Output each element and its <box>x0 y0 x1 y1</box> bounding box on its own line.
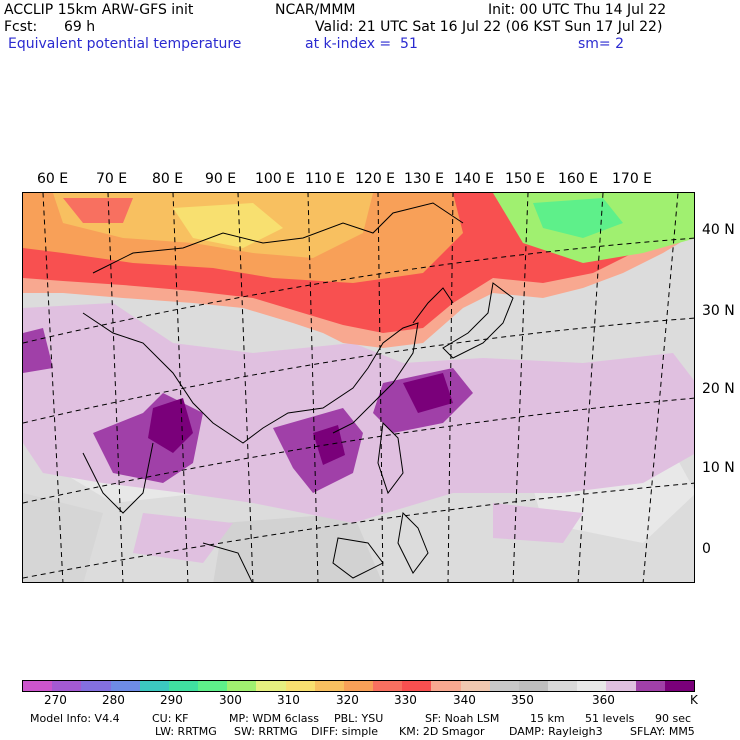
init-time: Init: 00 UTC Thu 14 Jul 22 <box>488 2 667 18</box>
colorbar-segment <box>168 681 199 691</box>
colorbar-segment <box>548 681 578 691</box>
pbl-scheme: PBL: YSU <box>334 712 384 725</box>
colorbar <box>22 680 695 692</box>
colorbar-segment <box>577 681 607 691</box>
colorbar-tick: 270 <box>44 693 67 707</box>
lon-label: 130 E <box>404 171 445 187</box>
colorbar-segment <box>664 681 694 691</box>
model-version: Model Info: V4.4 <box>30 712 120 725</box>
shortwave-scheme: SW: RRTMG <box>234 725 298 738</box>
lon-label: 160 E <box>558 171 599 187</box>
vertical-levels: 51 levels <box>585 712 635 725</box>
colorbar-segment <box>402 681 432 691</box>
colorbar-segment <box>256 681 286 691</box>
smoothing-label: sm= 2 <box>578 36 625 52</box>
diffusion-scheme: DIFF: simple <box>311 725 379 738</box>
colorbar-tick: 320 <box>336 693 359 707</box>
colorbar-segment <box>343 681 374 691</box>
forecast-label: Fcst: <box>4 19 38 35</box>
km-scheme: KM: 2D Smagor <box>399 725 485 738</box>
forecast-hour: 69 h <box>64 19 96 35</box>
colorbar-segment <box>23 681 53 691</box>
lat-label: 10 N <box>702 460 735 476</box>
colorbar-tick: 330 <box>394 693 417 707</box>
colorbar-units: K <box>690 693 698 707</box>
colorbar-segment <box>606 681 636 691</box>
lon-label: 100 E <box>255 171 296 187</box>
colorbar-segment <box>198 681 228 691</box>
lat-label: 0 <box>702 541 711 557</box>
colorbar-segment <box>518 681 549 691</box>
colorbar-tick: 280 <box>102 693 125 707</box>
microphysics-scheme: MP: WDM 6class <box>229 712 319 725</box>
lon-label: 140 E <box>454 171 495 187</box>
colorbar-segment <box>139 681 169 691</box>
colorbar-tick: 310 <box>277 693 300 707</box>
level-label: at k-index = 51 <box>305 36 418 52</box>
lat-label: 40 N <box>702 222 735 238</box>
surface-layer-scheme: SFLAY: MM5 <box>630 725 695 738</box>
surface-scheme: SF: Noah LSM <box>425 712 500 725</box>
lon-label: 150 E <box>505 171 546 187</box>
colorbar-tick: 290 <box>160 693 183 707</box>
lon-label: 90 E <box>205 171 237 187</box>
colorbar-segment <box>460 681 490 691</box>
lon-label: 80 E <box>152 171 184 187</box>
colorbar-segment <box>314 681 344 691</box>
valid-time: Valid: 21 UTC Sat 16 Jul 22 (06 KST Sun … <box>315 19 663 35</box>
colorbar-segment <box>81 681 111 691</box>
colorbar-segment <box>373 681 403 691</box>
lat-label: 20 N <box>702 381 735 397</box>
colorbar-segment <box>110 681 140 691</box>
lon-label: 110 E <box>305 171 346 187</box>
colorbar-tick: 340 <box>453 693 476 707</box>
colorbar-segment <box>52 681 82 691</box>
colorbar-tick: 300 <box>219 693 242 707</box>
resolution: 15 km <box>530 712 565 725</box>
cumulus-scheme: CU: KF <box>152 712 189 725</box>
lat-label: 30 N <box>702 303 735 319</box>
colorbar-segment <box>285 681 315 691</box>
lon-label: 60 E <box>37 171 69 187</box>
theta-e-map <box>22 192 695 583</box>
longwave-scheme: LW: RRTMG <box>155 725 217 738</box>
colorbar-segment <box>227 681 257 691</box>
colorbar-tick: 350 <box>511 693 534 707</box>
field-name: Equivalent potential temperature <box>8 36 242 52</box>
lon-label: 170 E <box>612 171 653 187</box>
colorbar-tick: 360 <box>592 693 615 707</box>
org-label: NCAR/MMM <box>275 2 356 18</box>
damping-scheme: DAMP: Rayleigh3 <box>509 725 603 738</box>
lon-label: 120 E <box>355 171 396 187</box>
colorbar-segment <box>431 681 461 691</box>
timestep: 90 sec <box>655 712 692 725</box>
colorbar-segment <box>489 681 519 691</box>
lon-label: 70 E <box>96 171 128 187</box>
colorbar-segment <box>635 681 665 691</box>
model-title: ACCLIP 15km ARW-GFS init <box>4 2 194 18</box>
